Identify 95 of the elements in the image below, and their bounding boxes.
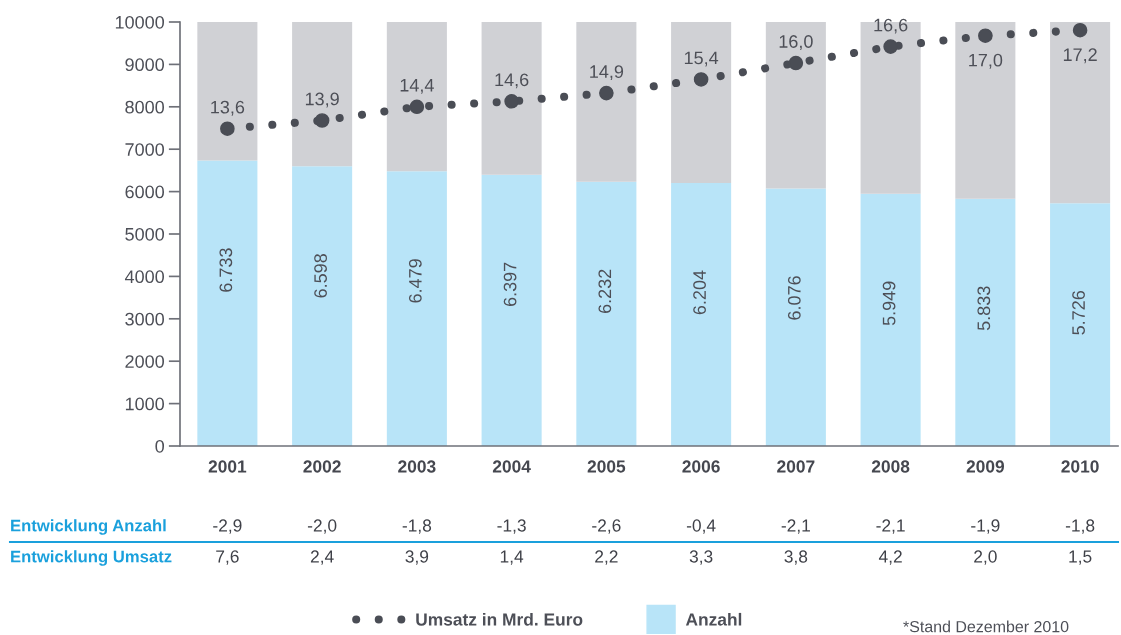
bar — [386, 22, 447, 172]
point — [314, 113, 330, 128]
bar — [197, 22, 258, 161]
y-tick-label: 8000 — [125, 100, 165, 114]
text: 2,2 — [595, 550, 618, 565]
bar — [671, 182, 732, 446]
data-label: 13,9 — [305, 92, 339, 108]
x-tick-label: 2002 — [303, 460, 341, 473]
data-label: 14,4 — [400, 79, 434, 94]
bar — [955, 22, 1016, 199]
text: 3,8 — [784, 550, 808, 565]
data-label: 6.232 — [598, 269, 612, 314]
text: 3,9 — [405, 550, 429, 565]
text: -2,0 — [307, 519, 337, 534]
point — [220, 121, 235, 136]
x-tick-label: 2010 — [1061, 460, 1099, 473]
text: 4,2 — [878, 550, 902, 565]
point — [1072, 22, 1088, 38]
bar — [197, 160, 258, 446]
bar — [576, 22, 637, 182]
y-tick-label: 4000 — [124, 270, 165, 284]
text: -1,8 — [1065, 519, 1095, 534]
data-label: 6.598 — [314, 254, 327, 298]
y-tick-label: 7000 — [125, 143, 165, 156]
data-label: 5.949 — [882, 281, 896, 326]
text: 1,5 — [1069, 550, 1092, 565]
text: -2,9 — [213, 519, 242, 534]
point — [978, 28, 993, 43]
bar — [576, 181, 637, 446]
text: -1,3 — [497, 519, 526, 534]
bar — [765, 22, 826, 189]
data-label: 16,6 — [874, 18, 908, 34]
text: -2,1 — [781, 519, 810, 534]
bar — [386, 171, 447, 446]
y-tick-label: 3000 — [125, 312, 165, 326]
data-label: 6.204 — [693, 270, 706, 315]
x-tick-label: 2001 — [208, 460, 247, 473]
bar — [860, 193, 921, 446]
text: Entwicklung Anzahl — [11, 519, 166, 535]
x-tick-label: 2005 — [587, 460, 626, 473]
text: -1,9 — [971, 519, 1000, 534]
legend-label: Anzahl — [685, 612, 742, 626]
text: -2,6 — [592, 519, 621, 534]
data-label: 16,0 — [779, 35, 813, 51]
data-label: 5.833 — [977, 286, 991, 331]
x-tick-label: 2006 — [682, 460, 720, 473]
x-tick-label: 2004 — [492, 460, 531, 473]
text: 7,6 — [216, 550, 239, 565]
bar — [1050, 22, 1111, 204]
data-label: 17,0 — [969, 53, 1003, 69]
text: -0,4 — [686, 519, 716, 534]
y-tick-label: 0 — [155, 439, 165, 453]
bar — [765, 188, 826, 446]
bar — [292, 166, 353, 446]
data-label: 17,2 — [1063, 48, 1097, 64]
point — [883, 39, 898, 54]
text: -1,8 — [402, 519, 432, 534]
data-label: 6.076 — [787, 276, 801, 320]
data-label: 6.733 — [219, 248, 233, 292]
bar — [481, 174, 542, 446]
text: 1,4 — [500, 550, 524, 565]
bar — [1050, 203, 1111, 446]
y-tick-label: 1000 — [125, 397, 165, 411]
y-tick-label: 6000 — [125, 185, 165, 199]
point — [599, 85, 614, 101]
data-label: 6.397 — [503, 262, 517, 307]
text: Entwicklung Umsatz — [11, 550, 172, 566]
bar — [481, 22, 542, 175]
bar — [955, 198, 1016, 446]
text: -2,1 — [876, 519, 905, 534]
data-label: 5.726 — [1072, 291, 1085, 335]
bar — [292, 22, 353, 167]
data-label: 13,6 — [211, 100, 245, 116]
data-label: 15,4 — [684, 51, 719, 67]
y-tick-label: 2000 — [125, 355, 165, 368]
bar — [671, 22, 732, 183]
point — [504, 94, 519, 109]
point — [788, 55, 804, 71]
point — [409, 99, 425, 115]
x-tick-label: 2008 — [871, 460, 910, 473]
text: 2,4 — [310, 550, 334, 565]
data-label: 14,6 — [495, 73, 529, 89]
y-tick-label: 9000 — [125, 58, 165, 72]
x-tick-label: 2009 — [966, 460, 1005, 473]
y-tick-label: 5000 — [125, 227, 165, 241]
point — [693, 72, 709, 87]
data-label: 6.479 — [408, 259, 422, 303]
legend-label: Umsatz in Mrd. Euro — [416, 612, 583, 626]
y-tick-label: 10000 — [115, 15, 165, 29]
data-label: 14,9 — [590, 65, 624, 81]
text: 2,0 — [974, 550, 997, 565]
text: 3,3 — [689, 550, 713, 565]
x-tick-label: 2007 — [777, 460, 815, 473]
text: *Stand Dezember 2010 — [903, 620, 1069, 633]
x-tick-label: 2003 — [398, 460, 436, 473]
